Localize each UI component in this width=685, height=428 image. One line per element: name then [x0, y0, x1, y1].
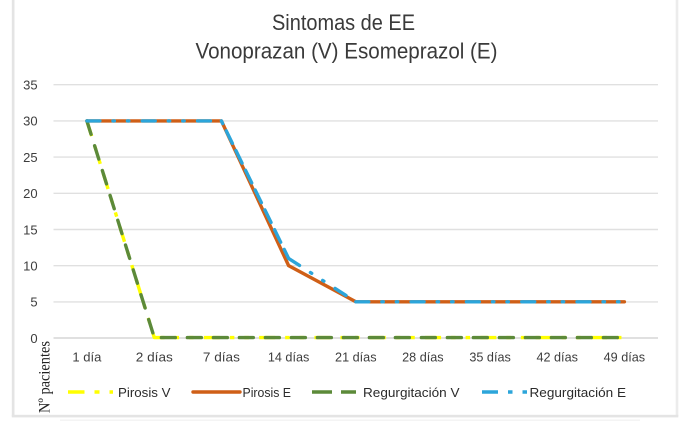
svg-text:Vonoprazan (V) Esomeprazol (E): Vonoprazan (V) Esomeprazol (E) [196, 38, 498, 63]
svg-text:25: 25 [23, 150, 37, 165]
svg-text:0: 0 [30, 331, 37, 346]
svg-text:Regurgitación E: Regurgitación E [530, 385, 627, 400]
svg-text:30: 30 [23, 114, 37, 129]
svg-text:35: 35 [23, 78, 37, 93]
svg-text:2 días: 2 días [136, 350, 174, 365]
svg-text:15: 15 [23, 222, 37, 237]
svg-text:21 días: 21 días [335, 350, 377, 365]
svg-text:28 días: 28 días [402, 350, 444, 365]
svg-text:7 días: 7 días [203, 350, 241, 365]
svg-text:Nº pacientes: Nº pacientes [37, 341, 54, 413]
svg-text:10: 10 [23, 259, 37, 274]
svg-text:42 días: 42 días [536, 350, 578, 365]
svg-text:Regurgitación V: Regurgitación V [363, 385, 460, 400]
svg-text:Sintomas de EE: Sintomas de EE [272, 10, 415, 35]
svg-text:14 días: 14 días [268, 350, 310, 365]
svg-text:Pirosis V: Pirosis V [118, 385, 171, 400]
svg-text:1 día: 1 día [72, 350, 102, 365]
svg-text:35 días: 35 días [469, 350, 511, 365]
svg-text:49 días: 49 días [604, 350, 646, 365]
svg-text:Pirosis E: Pirosis E [243, 385, 292, 400]
svg-text:5: 5 [30, 295, 37, 310]
svg-text:20: 20 [23, 186, 37, 201]
